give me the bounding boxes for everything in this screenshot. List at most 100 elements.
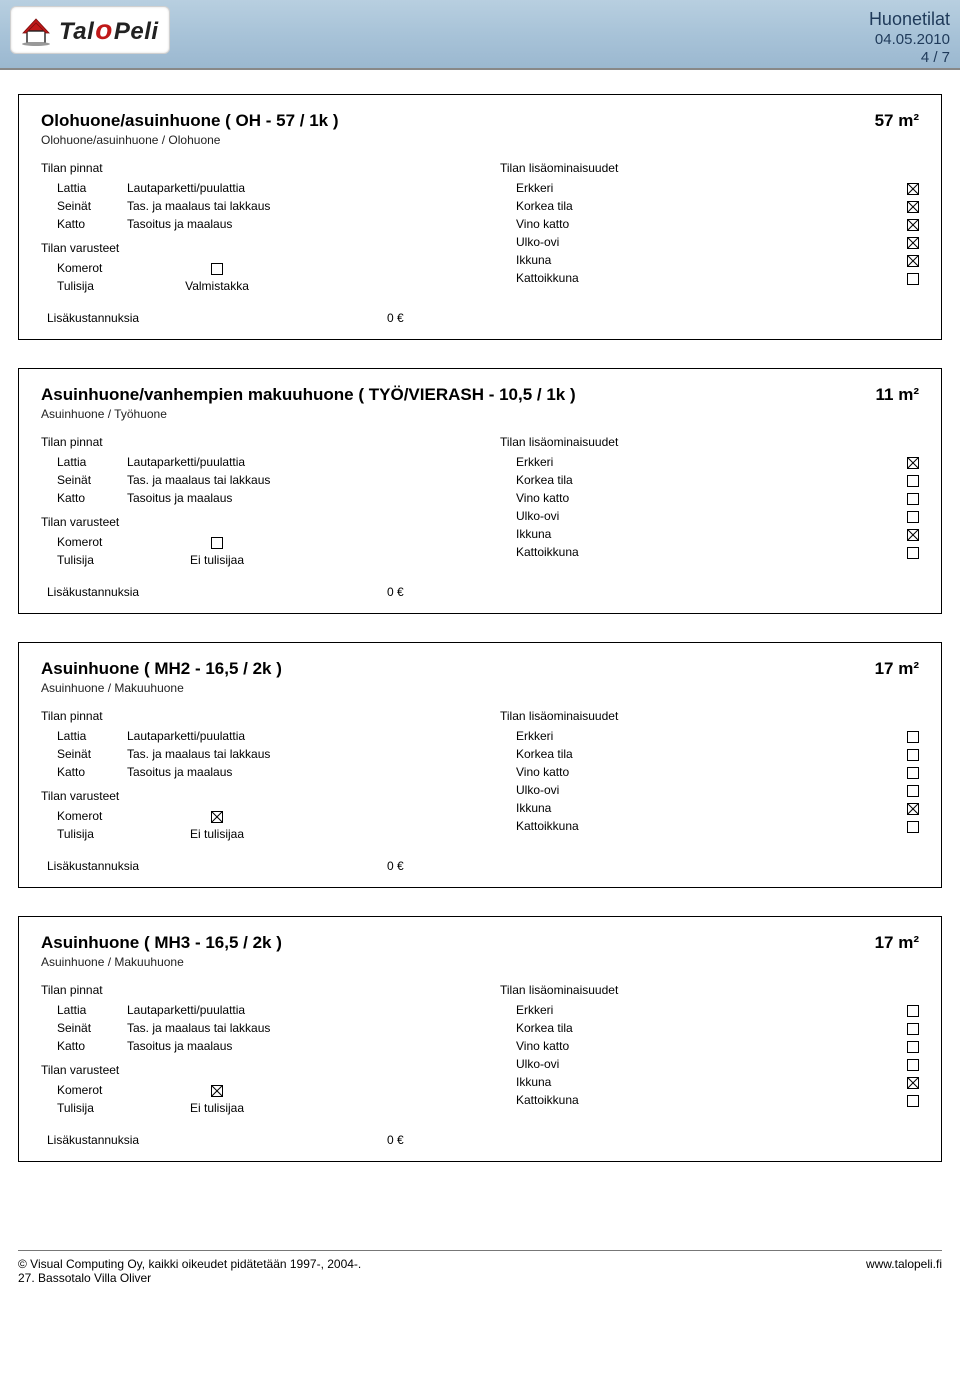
label-window: Ikkuna	[500, 1075, 905, 1089]
value-ceiling: Tasoitus ja maalaus	[127, 217, 460, 231]
label-floor: Lattia	[41, 1003, 127, 1017]
value-closets	[127, 809, 307, 823]
checkbox-icon	[907, 1077, 919, 1089]
logo-part1: Tal	[59, 18, 94, 46]
checkbox-icon	[907, 511, 919, 523]
checkbox-icon	[211, 537, 223, 549]
checkbox-icon	[907, 529, 919, 541]
copyright: © Visual Computing Oy, kaikki oikeudet p…	[18, 1257, 361, 1271]
checkbox-icon	[907, 475, 919, 487]
label-ceiling: Katto	[41, 217, 127, 231]
label-floor: Lattia	[41, 181, 127, 195]
label-closets: Komerot	[41, 261, 127, 275]
checkbox-icon	[907, 785, 919, 797]
label-bay: Erkkeri	[500, 181, 905, 195]
label-sloped: Vino katto	[500, 765, 905, 779]
label-raised: Korkea tila	[500, 199, 905, 213]
label-window: Ikkuna	[500, 527, 905, 541]
label-raised: Korkea tila	[500, 747, 905, 761]
label-extdoor: Ulko-ovi	[500, 1057, 905, 1071]
checkbox-icon	[907, 273, 919, 285]
label-sloped: Vino katto	[500, 491, 905, 505]
equip-head: Tilan varusteet	[41, 515, 460, 529]
value-walls: Tas. ja maalaus tai lakkaus	[127, 747, 460, 761]
label-bay: Erkkeri	[500, 455, 905, 469]
header-band: TaloPeli Huonetilat 04.05.2010 4 / 7	[0, 0, 960, 68]
value-closets	[127, 261, 307, 275]
project-name: 27. Bassotalo Villa Oliver	[18, 1271, 361, 1285]
value-fireplace: Ei tulisijaa	[127, 553, 307, 567]
features-head: Tilan lisäominaisuudet	[500, 983, 919, 997]
surfaces-head: Tilan pinnat	[41, 709, 460, 723]
room-box: Olohuone/asuinhuone ( OH - 57 / 1k )57 m…	[18, 94, 942, 340]
room-subtitle: Asuinhuone / Makuuhuone	[41, 955, 919, 969]
checkbox-icon	[907, 1005, 919, 1017]
label-ceiling: Katto	[41, 1039, 127, 1053]
logo-part2: Peli	[114, 18, 159, 46]
checkbox-icon	[907, 1059, 919, 1071]
value-floor: Lautaparketti/puulattia	[127, 181, 460, 195]
room-title: Asuinhuone ( MH2 - 16,5 / 2k )	[41, 659, 282, 679]
extra-cost-label: Lisäkustannuksia	[47, 311, 387, 325]
room-box: Asuinhuone ( MH3 - 16,5 / 2k )17 m²Asuin…	[18, 916, 942, 1162]
footer-url: www.talopeli.fi	[866, 1257, 942, 1285]
checkbox-icon	[907, 201, 919, 213]
room-subtitle: Asuinhuone / Työhuone	[41, 407, 919, 421]
logo-text: TaloPeli	[59, 14, 159, 46]
checkbox-icon	[907, 219, 919, 231]
room-area: 17 m²	[875, 933, 919, 953]
room-area: 57 m²	[875, 111, 919, 131]
label-walls: Seinät	[41, 747, 127, 761]
value-closets	[127, 535, 307, 549]
extra-cost-label: Lisäkustannuksia	[47, 859, 387, 873]
value-ceiling: Tasoitus ja maalaus	[127, 765, 460, 779]
equip-head: Tilan varusteet	[41, 1063, 460, 1077]
equip-head: Tilan varusteet	[41, 789, 460, 803]
label-fireplace: Tulisija	[41, 1101, 127, 1115]
label-extdoor: Ulko-ovi	[500, 235, 905, 249]
features-col: Tilan lisäominaisuudetErkkeriKorkea tila…	[500, 983, 919, 1119]
value-floor: Lautaparketti/puulattia	[127, 729, 460, 743]
features-col: Tilan lisäominaisuudet Erkkeri Korkea tila…	[500, 709, 919, 845]
checkbox-icon	[211, 1085, 223, 1097]
label-floor: Lattia	[41, 455, 127, 469]
checkbox-icon	[907, 237, 919, 249]
room-box: Asuinhuone ( MH2 - 16,5 / 2k )17 m²Asuin…	[18, 642, 942, 888]
label-ceiling: Katto	[41, 491, 127, 505]
page-title: Huonetilat	[869, 8, 950, 31]
label-ceiling: Katto	[41, 765, 127, 779]
value-fireplace: Ei tulisijaa	[127, 827, 307, 841]
label-extdoor: Ulko-ovi	[500, 509, 905, 523]
features-head: Tilan lisäominaisuudet	[500, 709, 919, 723]
checkbox-icon	[907, 493, 919, 505]
room-area: 11 m²	[876, 385, 919, 405]
extra-cost-label: Lisäkustannuksia	[47, 1133, 387, 1147]
features-col: Tilan lisäominaisuudetErkkeriKorkea tila…	[500, 435, 919, 571]
label-bay: Erkkeri	[500, 1003, 905, 1017]
equip-head: Tilan varusteet	[41, 241, 460, 255]
checkbox-icon	[907, 821, 919, 833]
value-fireplace: Valmistakka	[127, 279, 307, 293]
surfaces-col: Tilan pinnatLattiaLautaparketti/puulatti…	[41, 983, 460, 1119]
label-skylight: Kattoikkuna	[500, 1093, 905, 1107]
checkbox-icon	[907, 547, 919, 559]
value-closets	[127, 1083, 307, 1097]
checkbox-icon	[907, 767, 919, 779]
label-closets: Komerot	[41, 809, 127, 823]
footer-divider	[18, 1250, 942, 1251]
label-fireplace: Tulisija	[41, 279, 127, 293]
features-head: Tilan lisäominaisuudet	[500, 161, 919, 175]
label-bay: Erkkeri	[500, 729, 905, 743]
label-walls: Seinät	[41, 473, 127, 487]
footer: © Visual Computing Oy, kaikki oikeudet p…	[0, 1250, 960, 1297]
checkbox-icon	[907, 749, 919, 761]
value-fireplace: Ei tulisijaa	[127, 1101, 307, 1115]
surfaces-head: Tilan pinnat	[41, 161, 460, 175]
label-walls: Seinät	[41, 1021, 127, 1035]
extra-cost-value: 0 €	[387, 1133, 404, 1147]
checkbox-icon	[907, 1041, 919, 1053]
checkbox-icon	[907, 255, 919, 267]
checkbox-icon	[907, 1023, 919, 1035]
extra-cost-value: 0 €	[387, 585, 404, 599]
logo-o: o	[95, 14, 113, 46]
